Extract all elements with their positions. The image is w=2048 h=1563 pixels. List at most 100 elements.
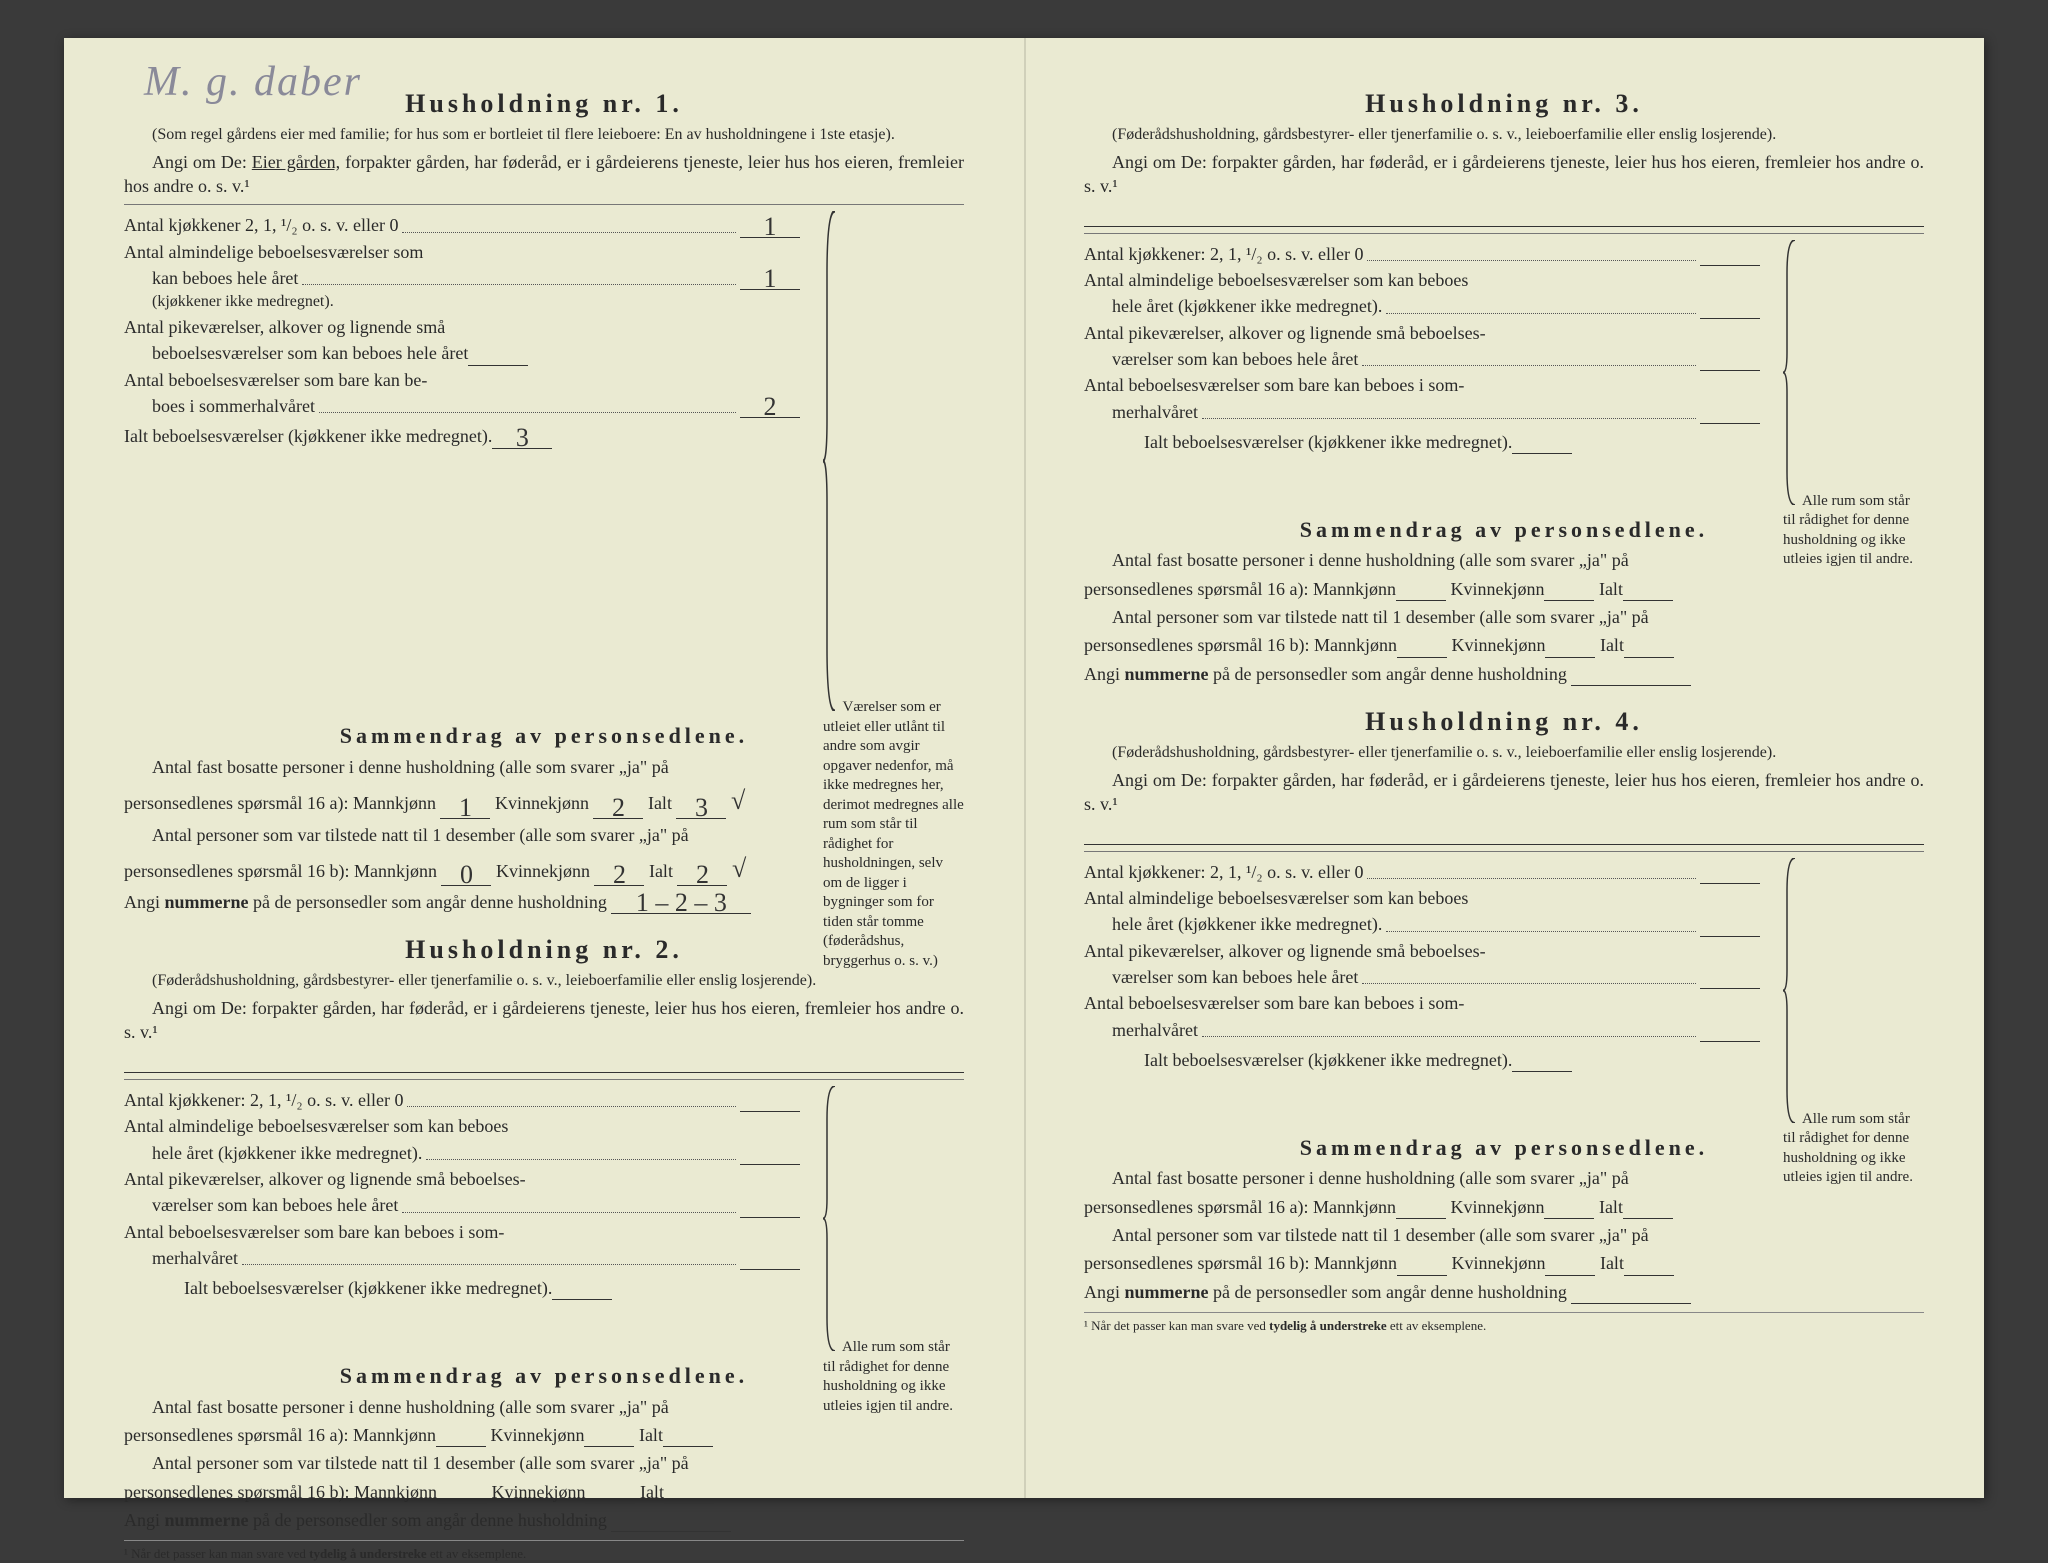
s2-rest: på de personsedler som angår denne husho… <box>253 1510 607 1530</box>
s3-kv: Kvinnekjønn <box>1450 579 1544 599</box>
left-page: Husholdning nr. 1. (Som regel gårdens ei… <box>64 38 1024 1498</box>
s3-angi: Angi <box>1084 664 1120 684</box>
s2-angi: Angi <box>124 1510 160 1530</box>
s3b-m <box>1397 638 1447 658</box>
h3v2 <box>1700 299 1760 319</box>
h3-side: Alle rum som står til rådighet for denne… <box>1774 240 1924 505</box>
fnr-bold: tydelig å understreke <box>1269 1318 1386 1333</box>
s3-sedler: Angi nummerne på de personsedler som ang… <box>1084 662 1924 686</box>
row2a: Antal almindelige beboelsesværelser som <box>124 240 423 264</box>
handwriting: M. g. daber <box>144 58 362 106</box>
val3 <box>468 346 528 366</box>
s4-l2b: personsedlenes spørsmål 16 b): Mannkjønn… <box>1084 1251 1924 1275</box>
h4r3b: værelser som kan beboes hele året <box>1112 965 1358 989</box>
s1b-kvinn: 2 <box>594 866 644 886</box>
h3r1: Antal kjøkkener: 2, 1, ¹/₂ o. s. v. elle… <box>1084 242 1363 266</box>
angi-word: Angi <box>124 892 160 912</box>
row4b: boes i sommerhalvåret <box>152 394 315 418</box>
s3-ia: Ialt <box>1599 579 1623 599</box>
s4-i <box>1623 1199 1673 1219</box>
row5: Ialt beboelsesværelser (kjøkkener ikke m… <box>124 424 492 448</box>
s3-l1bt: personsedlenes spørsmål 16 a): Mannkjønn <box>1084 579 1396 599</box>
s2-kv: Kvinnekjønn <box>490 1425 584 1445</box>
h2r3b: værelser som kan beboes hele året <box>152 1193 398 1217</box>
s2b-kvinn <box>585 1484 635 1504</box>
val1: 1 <box>740 218 800 238</box>
s2-l2b-t: personsedlenes spørsmål 16 b): Mannkjønn <box>124 1482 437 1502</box>
h1-sidenote: Værelser som er utleiet eller utlånt til… <box>814 211 964 711</box>
h2-side-text: Alle rum som står til rådighet for denne… <box>823 1339 953 1414</box>
fn-bold: tydelig å understreke <box>309 1546 426 1561</box>
s4b-k <box>1545 1256 1595 1276</box>
s4-m <box>1396 1199 1446 1219</box>
h2-note: (Føderådshusholdning, gårdsbestyrer- ell… <box>124 971 964 992</box>
h4-side-text: Alle rum som står til rådighet for denne… <box>1783 1111 1913 1186</box>
s2-l2a: Antal personer som var tilstede natt til… <box>124 1451 964 1475</box>
h3v3 <box>1700 351 1760 371</box>
sedler-val: 1 – 2 – 3 <box>611 894 751 914</box>
s4b-kv: Kvinnekjønn <box>1451 1253 1545 1273</box>
row2b: kan beboes hele året <box>152 266 298 290</box>
s3-sv <box>1571 666 1691 686</box>
h4-title: Husholdning nr. 4. <box>1084 704 1924 739</box>
h3-side-text: Alle rum som står til rådighet for denne… <box>1783 493 1913 568</box>
s2-ialt <box>663 1427 713 1447</box>
s2-l1b: personsedlenes spørsmål 16 a): Mannkjønn… <box>124 1423 964 1447</box>
h2v3 <box>740 1198 800 1218</box>
s2-sedler-v <box>611 1512 731 1532</box>
h2r2a: Antal almindelige beboelsesværelser som … <box>124 1114 508 1138</box>
s4b-ia: Ialt <box>1600 1253 1624 1273</box>
h2-side: Alle rum som står til rådighet for denne… <box>814 1086 964 1351</box>
angi-rest: forpakter gården, har føderåd, er i gård… <box>124 152 964 196</box>
h2v2 <box>740 1145 800 1165</box>
s3-l2a: Antal personer som var tilstede natt til… <box>1084 605 1924 629</box>
h4v5 <box>1512 1052 1572 1072</box>
h3v4 <box>1700 404 1760 424</box>
h2r4b: merhalvåret <box>152 1246 238 1270</box>
s2-ia: Ialt <box>639 1425 663 1445</box>
s4-ia: Ialt <box>1599 1197 1623 1217</box>
h3v1 <box>1700 246 1760 266</box>
s2-mann <box>436 1427 486 1447</box>
h4r5: Ialt beboelsesværelser (kjøkkener ikke m… <box>1144 1048 1512 1072</box>
s3-i <box>1623 581 1673 601</box>
s1-l2b-text: personsedlenes spørsmål 16 b): Mannkjønn <box>124 861 437 881</box>
h2-angi: Angi om De: forpakter gården, har føderå… <box>124 996 964 1045</box>
s3-l1b: personsedlenes spørsmål 16 a): Mannkjønn… <box>1084 577 1924 601</box>
s3b-ia: Ialt <box>1600 635 1624 655</box>
h4-angi-blank <box>1084 825 1924 845</box>
s4-l1b: personsedlenes spørsmål 16 a): Mannkjønn… <box>1084 1195 1924 1219</box>
check1: √ <box>731 786 745 815</box>
h4-side: Alle rum som står til rådighet for denne… <box>1774 858 1924 1123</box>
s4-sedler: Angi nummerne på de personsedler som ang… <box>1084 1280 1924 1304</box>
s4-l2bt: personsedlenes spørsmål 16 b): Mannkjønn <box>1084 1253 1397 1273</box>
h4r2b: hele året (kjøkkener ikke medregnet). <box>1112 912 1382 936</box>
row3a: Antal pikeværelser, alkover og lignende … <box>124 315 445 339</box>
s3b-kv: Kvinnekjønn <box>1451 635 1545 655</box>
s4-num: nummerne <box>1125 1282 1209 1302</box>
val2: 1 <box>740 270 800 290</box>
h4v4 <box>1700 1022 1760 1042</box>
angi-label: Angi om De: <box>152 152 247 172</box>
h3r4b: merhalvåret <box>1112 400 1198 424</box>
s2b-ialt <box>664 1484 714 1504</box>
h4r3a: Antal pikeværelser, alkover og lignende … <box>1084 939 1486 963</box>
s1-kvinn: 2 <box>593 799 643 819</box>
s4-rest: på de personsedler som angår denne husho… <box>1213 1282 1567 1302</box>
h2v4 <box>740 1250 800 1270</box>
eier-garden: Eier gården, <box>252 152 340 172</box>
h2v5 <box>552 1280 612 1300</box>
sedler-rest: på de personsedler som angår denne husho… <box>253 892 607 912</box>
h3r2b: hele året (kjøkkener ikke medregnet). <box>1112 294 1382 318</box>
ialt2: Ialt <box>649 861 673 881</box>
h3-title: Husholdning nr. 3. <box>1084 86 1924 121</box>
h3-rows: Antal kjøkkener: 2, 1, ¹/₂ o. s. v. elle… <box>1084 240 1760 505</box>
h4r2a: Antal almindelige beboelsesværelser som … <box>1084 886 1468 910</box>
fnr-pre: ¹ Når det passer kan man svare ved <box>1084 1318 1269 1333</box>
s2b-mann <box>437 1484 487 1504</box>
row2c: (kjøkkener ikke medregnet). <box>124 292 800 313</box>
fn-pre: ¹ Når det passer kan man svare ved <box>124 1546 309 1561</box>
s4b-m <box>1397 1256 1447 1276</box>
s4-angi: Angi <box>1084 1282 1120 1302</box>
h1-angi: Angi om De: Eier gården, forpakter gårde… <box>124 150 964 199</box>
